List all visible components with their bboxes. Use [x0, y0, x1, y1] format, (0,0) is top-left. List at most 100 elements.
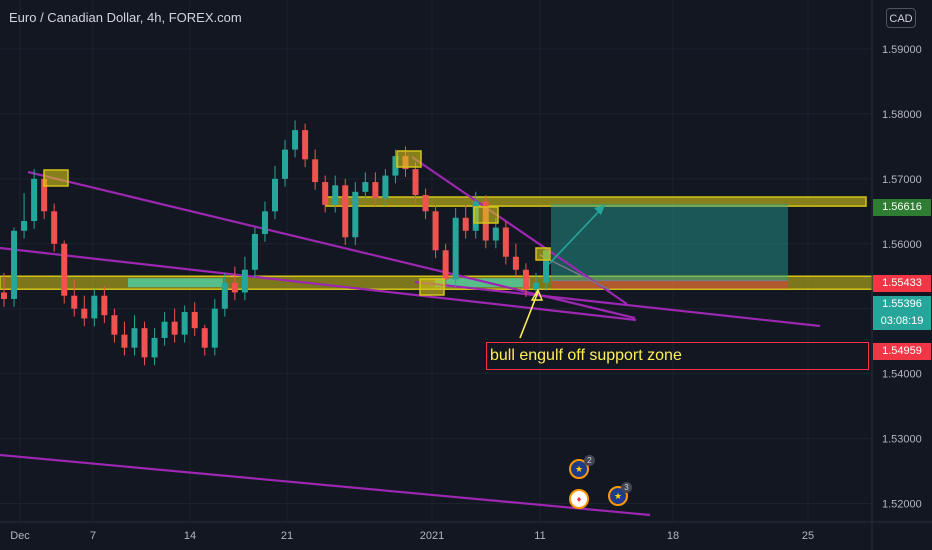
candle-body	[332, 185, 339, 205]
callout-pointer	[519, 291, 539, 339]
candle-body	[41, 178, 48, 212]
event-ca-icon[interactable]: ♦	[569, 489, 589, 509]
candle-body	[292, 130, 299, 150]
x-tick-label: 14	[184, 530, 196, 542]
candle-body	[432, 211, 439, 251]
candle-body	[181, 311, 188, 335]
pivot-box-3	[419, 278, 445, 296]
price-tag: 1.55433	[873, 275, 931, 292]
candle-body	[211, 308, 218, 348]
candle-body	[392, 156, 399, 176]
pivot-box-2	[396, 150, 422, 168]
candle-body	[452, 217, 459, 280]
x-tick-label: Dec	[10, 530, 30, 542]
candle-body	[272, 178, 278, 212]
pivot-box-5	[535, 247, 551, 261]
candle-body	[91, 295, 98, 319]
price-tag: 1.56616	[873, 199, 931, 216]
candle-body	[51, 211, 58, 244]
support-highlight	[128, 278, 223, 288]
candle-body	[412, 169, 419, 196]
candle-body	[131, 328, 138, 348]
candle-body	[171, 321, 178, 335]
candle-body	[462, 217, 469, 231]
candle-body	[81, 308, 88, 319]
candle-body	[352, 191, 359, 238]
candle-body	[322, 182, 329, 205]
candle-body	[492, 227, 499, 241]
y-tick-label: 1.52000	[882, 499, 922, 511]
candle-body	[71, 295, 78, 309]
chart-grid	[0, 0, 872, 522]
x-tick-label: 18	[667, 530, 679, 542]
candle-body	[532, 282, 539, 290]
trendline-5	[411, 156, 628, 305]
candle-body	[522, 269, 529, 290]
x-tick-label: 21	[281, 530, 293, 542]
candle-body	[342, 185, 349, 238]
y-tick-label: 1.53000	[882, 434, 922, 446]
x-tick-label: 7	[90, 530, 96, 542]
y-tick-label: 1.57000	[882, 174, 922, 186]
target-arrow	[547, 204, 606, 266]
candle-body	[1, 292, 7, 299]
candle-body	[302, 130, 309, 160]
pivot-box-1	[43, 169, 69, 187]
currency-button[interactable]: CAD	[886, 8, 916, 28]
target-arrowhead	[594, 205, 605, 215]
time-axis: Dec 7 14 21 2021 11 18 25	[0, 521, 932, 542]
candle-body	[231, 282, 238, 293]
candle-body	[161, 321, 168, 338]
annotation-marks[interactable]	[43, 150, 606, 339]
candle-body	[31, 178, 38, 222]
price-tag: 1.55396	[873, 296, 931, 313]
annotation-callout[interactable]: bull engulf off support zone	[486, 342, 869, 370]
event-count-badge-2: 3	[621, 482, 632, 493]
y-tick-label: 1.58000	[882, 109, 922, 121]
candle-body	[312, 159, 319, 183]
price-tag: 1.54959	[873, 343, 931, 360]
x-tick-label: 2021	[420, 530, 444, 542]
candle-body	[221, 282, 228, 309]
candle-body	[261, 211, 268, 235]
candle-body	[141, 328, 148, 358]
target-zone	[551, 203, 788, 281]
candle-body	[442, 250, 449, 280]
candle-body	[111, 315, 118, 335]
candle-body	[241, 269, 248, 293]
trendline-3	[414, 280, 821, 328]
y-tick-label: 1.56000	[882, 239, 922, 251]
candle-body	[21, 221, 28, 231]
pivot-box-4	[473, 206, 499, 224]
candle-body	[422, 195, 429, 212]
candle-body	[282, 149, 289, 179]
candle-body	[101, 295, 108, 316]
event-eu-icon[interactable]: ★	[569, 459, 589, 479]
candle-body	[151, 337, 158, 358]
candle-body	[372, 182, 379, 199]
candle-body	[251, 234, 258, 270]
x-tick-label: 11	[534, 530, 545, 542]
stop-zone	[551, 280, 788, 289]
y-tick-label: 1.59000	[882, 44, 922, 56]
x-tick-label: 25	[802, 530, 814, 542]
candle-body	[512, 256, 519, 270]
support-highlight-2	[435, 278, 530, 288]
trendline-2	[0, 246, 637, 322]
candle-body	[201, 328, 208, 348]
y-tick-label: 1.54000	[882, 369, 922, 381]
callout-arrowhead	[530, 288, 544, 301]
candle-body	[191, 311, 198, 329]
candle-body	[502, 227, 509, 257]
candle-body	[382, 175, 389, 199]
candle-body	[61, 243, 68, 296]
chart-title: Euro / Canadian Dollar, 4h, FOREX.com	[9, 10, 242, 25]
price-tag: 03:08:19	[873, 313, 931, 330]
event-count-badge: 2	[584, 455, 595, 466]
candle-body	[362, 182, 369, 192]
candle-body	[121, 334, 128, 348]
candle-body	[11, 230, 18, 299]
trendline-4	[0, 453, 651, 517]
candle-body	[543, 250, 549, 283]
